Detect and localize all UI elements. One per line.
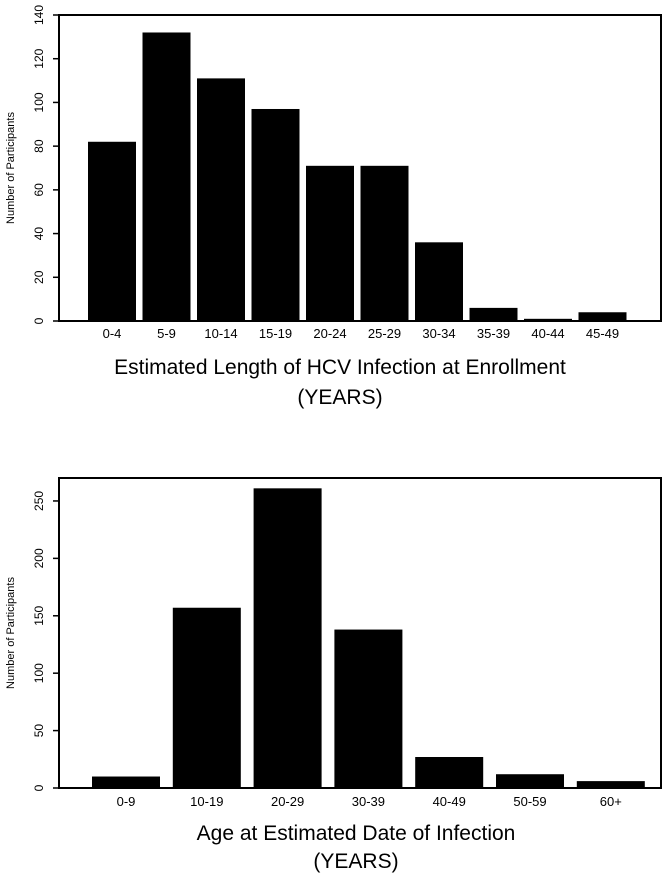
y-tick-label: 100 <box>32 663 46 683</box>
bar-30-34 <box>415 242 463 321</box>
bar-20-29 <box>253 488 322 788</box>
bar-40-44 <box>524 318 572 321</box>
y-tick-label: 20 <box>32 270 46 284</box>
chart-hcv-length: 0-4 5-9 10-14 15-19 20-24 25-29 30-34 35-39 40-4… <box>5 5 662 409</box>
bar-0-9 <box>92 776 160 788</box>
bar-35-39 <box>469 307 518 321</box>
y-tick-label: 0 <box>32 784 46 791</box>
x-tick-label: 25-29 <box>368 326 401 341</box>
y-tick-label: 150 <box>32 605 46 625</box>
y-axis-label: Number of Participants <box>5 577 17 689</box>
bar-40-49 <box>415 757 484 788</box>
x-tick-label: 15-19 <box>259 326 292 341</box>
x-tick-label: 5-9 <box>157 326 176 341</box>
bar-60+ <box>576 781 645 788</box>
x-axis-label: Estimated Length of HCV Infection at Enr… <box>114 356 566 379</box>
y-ticks: 0 50 100 150 200 250 <box>32 491 59 791</box>
y-tick-label: 50 <box>32 724 46 738</box>
x-tick-label: 0-9 <box>117 794 136 809</box>
y-tick-label: 200 <box>32 548 46 568</box>
bar-10-19 <box>172 607 241 788</box>
plot-frame <box>58 14 662 322</box>
x-tick-label: 20-24 <box>313 326 346 341</box>
x-tick-label: 35-39 <box>477 326 510 341</box>
bar-45-49 <box>578 312 627 321</box>
y-tick-label: 80 <box>32 139 46 153</box>
bar-15-19 <box>251 108 300 321</box>
x-ticks: 0-4 5-9 10-14 15-19 20-24 25-29 30-34 35-39 40-4… <box>103 326 620 341</box>
bar-30-39 <box>334 629 403 788</box>
y-tick-label: 40 <box>32 227 46 241</box>
y-ticks: 0 20 40 60 80 100 120 140 <box>32 5 59 324</box>
x-axis-label: Age at Estimated Date of Infection <box>197 822 516 845</box>
x-tick-label: 50-59 <box>513 794 546 809</box>
x-axis-unit: (YEARS) <box>297 386 382 409</box>
bars <box>92 488 645 788</box>
y-axis-label: Number of Participants <box>5 112 17 224</box>
bar-5-9 <box>142 32 191 321</box>
bar-25-29 <box>360 165 409 321</box>
y-tick-label: 0 <box>32 317 46 324</box>
x-axis-unit: (YEARS) <box>313 850 398 873</box>
x-tick-label: 10-19 <box>190 794 223 809</box>
bar-50-59 <box>496 774 564 788</box>
y-tick-label: 140 <box>32 5 46 25</box>
x-tick-label: 10-14 <box>204 326 237 341</box>
x-ticks: 0-9 10-19 20-29 30-39 40-49 50-59 60+ <box>117 794 622 809</box>
y-tick-label: 100 <box>32 92 46 112</box>
x-tick-label: 30-34 <box>422 326 455 341</box>
chart-age-at-infection: 0-9 10-19 20-29 30-39 40-49 50-59 60+ 0 50 100 15… <box>5 477 662 873</box>
y-tick-label: 250 <box>32 491 46 511</box>
bars <box>88 32 627 321</box>
x-tick-label: 60+ <box>600 794 622 809</box>
x-tick-label: 40-44 <box>531 326 564 341</box>
x-tick-label: 0-4 <box>103 326 122 341</box>
bar-0-4 <box>88 141 136 321</box>
x-tick-label: 30-39 <box>352 794 385 809</box>
x-tick-label: 20-29 <box>271 794 304 809</box>
bar-20-24 <box>306 165 354 321</box>
y-tick-label: 60 <box>32 183 46 197</box>
x-tick-label: 45-49 <box>586 326 619 341</box>
x-tick-label: 40-49 <box>433 794 466 809</box>
bar-10-14 <box>197 78 245 321</box>
y-tick-label: 120 <box>32 48 46 68</box>
